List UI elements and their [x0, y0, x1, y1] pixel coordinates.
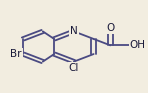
Text: Br: Br	[10, 49, 22, 59]
Text: Cl: Cl	[69, 62, 79, 73]
Text: O: O	[106, 23, 115, 33]
Text: OH: OH	[130, 40, 146, 50]
Text: N: N	[70, 26, 78, 36]
